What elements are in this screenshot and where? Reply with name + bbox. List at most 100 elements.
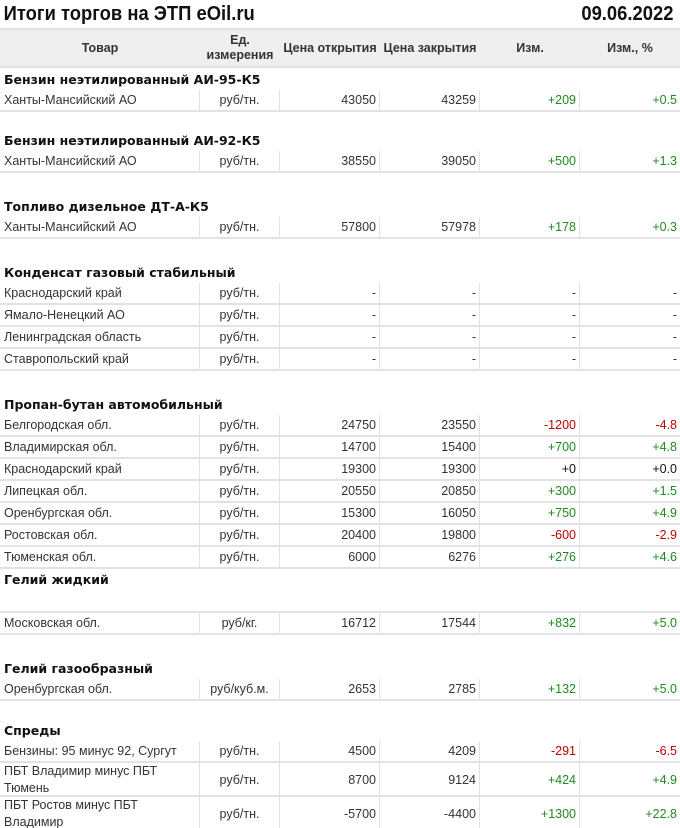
cell-change: +132: [480, 679, 580, 699]
table-row: Московская обл. руб/кг. 16712 17544 +832 +5.0: [0, 613, 680, 635]
header-product: Товар: [81, 40, 119, 55]
cell-unit: руб/тн.: [200, 459, 280, 479]
section-title: Гелий жидкий: [0, 569, 680, 613]
cell-product: Оренбургская обл.: [0, 679, 200, 699]
table-row: ПБТ Владимир минус ПБТ Тюмень руб/тн. 8700…: [0, 763, 680, 797]
cell-close-price: 17544: [380, 613, 480, 633]
header-unit: Ед. измерения: [206, 33, 274, 62]
cell-product: Краснодарский край: [0, 459, 200, 479]
cell-unit: руб/куб.м.: [200, 679, 280, 699]
spacer: [0, 239, 680, 263]
cell-change-percent: -: [672, 285, 677, 300]
table-row: Липецкая обл. руб/тн. 20550 20850 +300 +1.5: [0, 481, 680, 503]
cell-product: Ханты-Мансийский АО: [0, 151, 200, 171]
cell-change-percent: -6.5: [655, 743, 677, 758]
cell-change: -: [480, 327, 580, 347]
report-date: 09.06.2022: [581, 2, 674, 25]
cell-open-price: 20550: [280, 481, 380, 501]
header-open-price: Цена открытия: [283, 40, 377, 55]
cell-product: Московская обл.: [0, 613, 200, 633]
table-row: Ямало-Ненецкий АО руб/тн. - - - -: [0, 305, 680, 327]
table-row: Владимирская обл. руб/тн. 14700 15400 +700 +4…: [0, 437, 680, 459]
cell-product: ПБТ Владимир минус ПБТ Тюмень: [0, 763, 200, 797]
cell-open-price: -: [280, 283, 380, 303]
cell-open-price: 24750: [280, 415, 380, 435]
cell-change-percent: +5.0: [652, 615, 677, 630]
cell-unit: руб/тн.: [200, 525, 280, 545]
cell-open-price: -: [280, 305, 380, 325]
table-row: Ставропольский край руб/тн. - - - -: [0, 349, 680, 371]
spacer: [0, 371, 680, 394]
cell-close-price: 15400: [380, 437, 480, 457]
cell-change-percent: +22.8: [645, 806, 677, 821]
cell-change-percent: +4.6: [652, 549, 677, 564]
title-bar: Итоги торгов на ЭТП eOil.ru 09.06.2022: [0, 0, 676, 28]
cell-change: +178: [480, 217, 580, 237]
cell-change: +276: [480, 547, 580, 567]
cell-change-percent: +0.3: [652, 219, 677, 234]
cell-product: Тюменская обл.: [0, 547, 200, 567]
cell-open-price: 16712: [280, 613, 380, 633]
cell-unit: руб/тн.: [200, 90, 280, 110]
table-row: Ленинградская область руб/тн. - - - -: [0, 327, 680, 349]
cell-open-price: -5700: [280, 797, 380, 828]
header-close-price: Цена закрытия: [383, 40, 477, 55]
table-row: Оренбургская обл. руб/куб.м. 2653 2785 +132 +…: [0, 679, 680, 701]
cell-close-price: 6276: [380, 547, 480, 567]
spacer: [0, 635, 680, 657]
cell-product: Ростовская обл.: [0, 525, 200, 545]
header-change: Изм.: [516, 40, 544, 55]
cell-change-percent: +4.9: [652, 772, 677, 787]
table-row: Ханты-Мансийский АО руб/тн. 57800 57978 +178…: [0, 217, 680, 239]
section-title: Конденсат газовый стабильный: [4, 265, 236, 280]
cell-product: Белгородская обл.: [0, 415, 200, 435]
cell-open-price: 19300: [280, 459, 380, 479]
cell-close-price: 39050: [380, 151, 480, 171]
cell-unit: руб/кг.: [200, 613, 280, 633]
cell-change: +1300: [480, 797, 580, 828]
cell-change: +209: [480, 90, 580, 110]
cell-open-price: 38550: [280, 151, 380, 171]
cell-open-price: 8700: [280, 763, 380, 797]
spacer: [0, 112, 680, 131]
cell-product: Ханты-Мансийский АО: [0, 90, 200, 110]
cell-close-price: 43259: [380, 90, 480, 110]
cell-product: Ханты-Мансийский АО: [0, 217, 200, 237]
cell-change: +832: [480, 613, 580, 633]
cell-unit: руб/тн.: [200, 503, 280, 523]
cell-close-price: 23550: [380, 415, 480, 435]
cell-unit: руб/тн.: [200, 437, 280, 457]
cell-unit: руб/тн.: [200, 415, 280, 435]
spacer: [0, 173, 680, 197]
cell-change: +700: [480, 437, 580, 457]
table-row: Ростовская обл. руб/тн. 20400 19800 -600 -2.9: [0, 525, 680, 547]
cell-change: -600: [480, 525, 580, 545]
cell-change-percent: -4.8: [655, 417, 677, 432]
cell-change-percent: +5.0: [652, 681, 677, 696]
section-title: Бензин неэтилированный АИ-92-К5: [4, 133, 261, 148]
cell-change: -: [480, 305, 580, 325]
cell-change: +750: [480, 503, 580, 523]
cell-open-price: 2653: [280, 679, 380, 699]
cell-change: +300: [480, 481, 580, 501]
cell-change: +500: [480, 151, 580, 171]
cell-change: -: [480, 283, 580, 303]
cell-unit: руб/тн.: [200, 481, 280, 501]
header-change-percent: Изм., %: [607, 40, 653, 55]
cell-unit: руб/тн.: [200, 797, 280, 828]
cell-open-price: 15300: [280, 503, 380, 523]
cell-unit: руб/тн.: [200, 305, 280, 325]
table-header: Товар Ед. измерения Цена открытия Цена з…: [0, 28, 680, 68]
cell-product: Липецкая обл.: [0, 481, 200, 501]
cell-product: Ямало-Ненецкий АО: [0, 305, 200, 325]
cell-unit: руб/тн.: [200, 349, 280, 369]
cell-change-percent: +0.5: [652, 92, 677, 107]
cell-close-price: 16050: [380, 503, 480, 523]
table-row: Тюменская обл. руб/тн. 6000 6276 +276 +4.6: [0, 547, 680, 569]
cell-open-price: 20400: [280, 525, 380, 545]
cell-change-percent: -: [672, 329, 677, 344]
section-title: Гелий газообразный: [4, 661, 153, 676]
cell-product: Краснодарский край: [0, 283, 200, 303]
spacer: [0, 701, 680, 720]
